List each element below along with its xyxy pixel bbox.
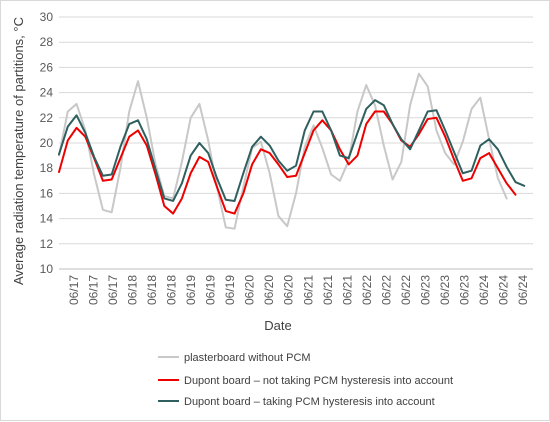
y-tick-label: 12 [40, 237, 54, 251]
y-tick-label: 22 [40, 111, 54, 125]
legend-label-3: Dupont board – taking PCM hysteresis int… [184, 396, 435, 408]
x-tick-label: 06/20 [282, 275, 296, 305]
x-tick-label: 06/20 [243, 275, 257, 305]
x-tick-label: 06/21 [301, 275, 315, 305]
y-axis-title: Average radiation temperature of partiti… [11, 17, 26, 285]
y-tick-label: 14 [40, 212, 54, 226]
x-tick-label: 06/22 [379, 275, 393, 305]
axes: 10 12 14 16 18 20 22 24 26 28 30 06/17 06/17 06/17 06/… [40, 10, 533, 305]
y-tick-label: 28 [40, 35, 54, 49]
x-tick-label: 06/18 [164, 275, 178, 305]
y-tick-label: 20 [40, 136, 54, 150]
x-axis-title: Date [264, 318, 291, 333]
y-tick-label: 30 [40, 10, 54, 24]
legend-label-1: plasterboard without PCM [184, 352, 311, 364]
x-tick-label: 06/22 [360, 275, 374, 305]
x-tick-label: 06/20 [262, 275, 276, 305]
x-tick-label: 06/23 [419, 275, 433, 305]
x-tick-label: 06/23 [458, 275, 472, 305]
series-line-1 [58, 72, 508, 230]
x-tick-label: 06/22 [399, 275, 413, 305]
x-tick-label: 06/19 [223, 275, 237, 305]
x-tick-label: 06/19 [184, 275, 198, 305]
x-tick-label: 06/17 [67, 275, 81, 305]
y-tick-label: 26 [40, 60, 54, 74]
y-tick-label: 16 [40, 186, 54, 200]
series-line-2 [58, 110, 517, 215]
x-tick-label: 06/24 [516, 275, 530, 305]
x-tick-label: 06/23 [438, 275, 452, 305]
y-tick-label: 10 [40, 262, 54, 276]
x-tick-label: 06/18 [125, 275, 139, 305]
x-tick-label: 06/21 [321, 275, 335, 305]
x-tick-label: 06/24 [477, 275, 491, 305]
x-tick-label: 06/19 [204, 275, 218, 305]
x-tick-label: 06/24 [497, 275, 511, 305]
legend: plasterboard without PCM Dupont board – n… [158, 352, 453, 408]
legend-label-2: Dupont board – not taking PCM hysteresis… [184, 375, 453, 387]
gridlines [59, 16, 533, 270]
series-line-3 [58, 99, 526, 202]
x-tick-label: 06/21 [340, 275, 354, 305]
y-tick-label: 18 [40, 161, 54, 175]
series-lines [58, 72, 526, 230]
x-tick-label: 06/17 [86, 275, 100, 305]
x-tick-label: 06/17 [106, 275, 120, 305]
y-tick-label: 24 [40, 86, 54, 100]
x-tick-label: 06/18 [145, 275, 159, 305]
